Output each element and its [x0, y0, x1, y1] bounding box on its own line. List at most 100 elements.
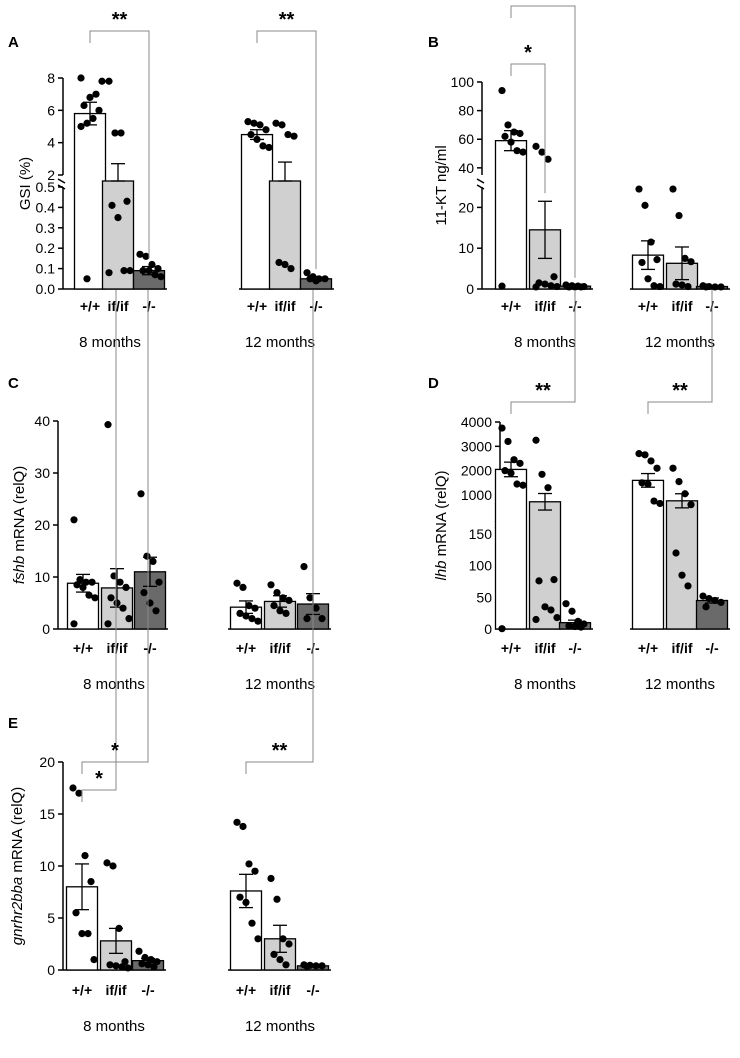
y-tick-label: 50: [476, 589, 492, 605]
data-point: [248, 615, 256, 623]
data-point: [519, 148, 527, 156]
bar: [494, 140, 528, 290]
bracket-line: [510, 290, 576, 414]
data-point: [272, 119, 280, 127]
data-point: [122, 583, 130, 592]
data-point: [248, 919, 256, 927]
data-point: [95, 106, 103, 114]
panel-d: D 1000 2000 3000 4000 0 50 100 150 lhb mRNA (relQ…: [428, 290, 730, 693]
bar-group: [229, 579, 263, 630]
data-point: [568, 607, 576, 615]
data-point: [254, 935, 262, 943]
data-point: [140, 589, 148, 597]
category-label: +/+: [236, 982, 256, 998]
data-point: [532, 436, 540, 444]
data-point: [139, 267, 147, 275]
data-point: [89, 114, 97, 123]
category-label: +/+: [638, 640, 658, 656]
y-axis-title-part: mRNA (relQ): [433, 470, 450, 560]
data-point: [516, 129, 524, 138]
data-point: [80, 101, 88, 110]
panel-label: A: [8, 34, 19, 51]
significance-label: **: [672, 380, 688, 402]
data-point: [577, 283, 585, 291]
bar-group: [263, 581, 297, 630]
data-point: [303, 269, 311, 277]
data-point: [303, 962, 311, 970]
data-point: [672, 280, 680, 288]
y-tick-label: 0.2: [36, 240, 56, 256]
data-point: [281, 260, 289, 269]
data-point: [110, 572, 118, 580]
category-label: +/+: [72, 982, 92, 998]
category-label: if/if: [672, 640, 693, 656]
data-point: [119, 604, 127, 612]
data-point: [247, 130, 255, 139]
significance-label: ***: [531, 0, 555, 6]
data-point: [245, 860, 253, 868]
group-label: 12 months: [245, 334, 315, 351]
data-point: [279, 935, 287, 943]
data-point: [278, 121, 286, 129]
data-point: [151, 271, 159, 279]
y-tick-label: 8: [47, 70, 55, 86]
data-point: [107, 594, 115, 602]
data-point: [290, 132, 298, 140]
group-label: 12 months: [245, 676, 315, 693]
data-point: [114, 214, 122, 222]
panel-e: E 0 5 10 15 20 gnrhr2bba mRNA (relQ) +/+ if/if -/…: [8, 290, 331, 1035]
y-tick-label: 40: [458, 160, 474, 176]
data-point: [242, 612, 250, 620]
data-point: [535, 577, 543, 585]
group-label: 8 months: [79, 334, 141, 351]
category-label: +/+: [501, 298, 521, 314]
data-point: [650, 497, 658, 505]
data-point: [78, 930, 86, 938]
data-point: [306, 275, 314, 283]
data-point: [641, 451, 649, 459]
bar: [494, 468, 528, 630]
data-point: [115, 924, 123, 933]
panel-label: C: [8, 375, 19, 392]
bar-group: [229, 818, 263, 971]
y-axis-title-part: lhb: [433, 560, 450, 580]
y-tick-label: 100: [451, 74, 475, 90]
category-label: +/+: [80, 298, 100, 314]
category-label: +/+: [236, 640, 256, 656]
bar-group: [296, 961, 330, 971]
data-point: [699, 592, 707, 600]
y-tick-label: 20: [39, 754, 55, 770]
data-point: [138, 960, 146, 968]
data-point: [265, 143, 273, 152]
y-tick-label: 10: [34, 569, 50, 585]
y-axis-title: gnrhr2bba mRNA (relQ): [9, 787, 26, 945]
y-tick-label: 0: [484, 621, 492, 637]
data-point: [282, 961, 290, 969]
data-point: [87, 878, 95, 886]
data-point: [300, 563, 308, 571]
category-label: +/+: [247, 298, 267, 314]
data-point: [641, 201, 649, 209]
data-point: [108, 201, 116, 209]
significance-bracket: **: [510, 290, 576, 414]
bar-group: [133, 490, 167, 630]
data-point: [112, 962, 120, 970]
data-point: [553, 614, 561, 622]
y-tick-label: 10: [458, 240, 474, 256]
significance-bracket: **: [647, 290, 713, 414]
data-point: [504, 437, 512, 446]
data-point: [239, 583, 247, 592]
data-point: [519, 481, 527, 489]
data-point: [532, 615, 540, 624]
significance-bracket: *: [510, 42, 546, 194]
y-axis-title-part: fshb: [11, 556, 28, 584]
panel-label: B: [428, 34, 439, 51]
y-tick-label: 20: [458, 199, 474, 215]
data-point: [81, 852, 89, 860]
data-point: [705, 595, 713, 603]
data-point: [239, 822, 247, 831]
bar-group: [240, 118, 274, 290]
data-point: [236, 609, 244, 618]
data-point: [120, 267, 128, 275]
data-point: [251, 604, 259, 612]
